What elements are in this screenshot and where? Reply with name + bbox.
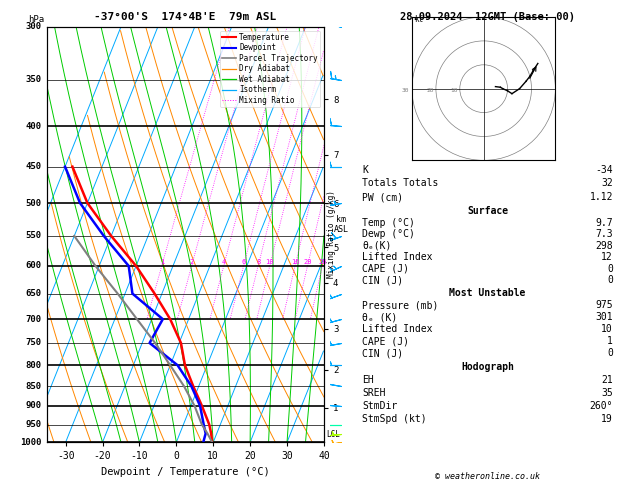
Text: 6: 6 [242,260,246,265]
Text: Pressure (mb): Pressure (mb) [362,300,438,310]
Text: StmDir: StmDir [362,401,397,411]
Text: CIN (J): CIN (J) [362,275,403,285]
Text: θₑ(K): θₑ(K) [362,241,391,251]
Text: LCL: LCL [326,430,340,439]
Text: 1000: 1000 [20,438,42,447]
Text: 950: 950 [26,420,42,429]
Text: 8: 8 [256,260,260,265]
X-axis label: Dewpoint / Temperature (°C): Dewpoint / Temperature (°C) [101,467,270,477]
Text: Lifted Index: Lifted Index [362,324,432,334]
Text: K: K [362,165,368,174]
Text: 0: 0 [607,348,613,358]
Text: 2: 2 [189,260,194,265]
Text: Totals Totals: Totals Totals [362,178,438,189]
Text: 26: 26 [318,260,326,265]
Text: 7.3: 7.3 [596,229,613,239]
Text: kt: kt [415,15,424,24]
Text: CAPE (J): CAPE (J) [362,263,409,274]
Text: 260°: 260° [589,401,613,411]
Legend: Temperature, Dewpoint, Parcel Trajectory, Dry Adiabat, Wet Adiabat, Isotherm, Mi: Temperature, Dewpoint, Parcel Trajectory… [220,31,320,107]
Text: Surface: Surface [467,206,508,216]
Text: 32: 32 [601,178,613,189]
Text: 550: 550 [26,231,42,241]
Text: 750: 750 [26,338,42,347]
Text: hPa: hPa [28,15,44,24]
Text: CIN (J): CIN (J) [362,348,403,358]
Text: 35: 35 [601,388,613,398]
Text: 20: 20 [426,88,433,93]
Text: Dewp (°C): Dewp (°C) [362,229,415,239]
Text: 700: 700 [26,314,42,324]
Text: 9.7: 9.7 [596,218,613,228]
Text: -37°00'S  174°4B'E  79m ASL: -37°00'S 174°4B'E 79m ASL [94,12,277,22]
Text: 0: 0 [607,263,613,274]
Text: 298: 298 [596,241,613,251]
Text: 19: 19 [601,414,613,424]
Text: 16: 16 [291,260,299,265]
Text: 650: 650 [26,289,42,298]
Y-axis label: km
ASL: km ASL [333,215,348,235]
Text: © weatheronline.co.uk: © weatheronline.co.uk [435,472,540,481]
Text: -34: -34 [596,165,613,174]
Text: 10: 10 [601,324,613,334]
Text: CAPE (J): CAPE (J) [362,336,409,346]
Text: 350: 350 [26,75,42,85]
Text: 301: 301 [596,312,613,322]
Text: 400: 400 [26,122,42,131]
Text: 10: 10 [450,88,457,93]
Text: 900: 900 [26,401,42,410]
Text: 800: 800 [26,361,42,370]
Text: Lifted Index: Lifted Index [362,252,432,262]
Text: 600: 600 [26,261,42,270]
Text: PW (cm): PW (cm) [362,192,403,202]
Text: StmSpd (kt): StmSpd (kt) [362,414,426,424]
Text: 28.09.2024  12GMT (Base: 00): 28.09.2024 12GMT (Base: 00) [400,12,575,22]
Text: 21: 21 [601,375,613,385]
Text: 850: 850 [26,382,42,391]
Text: 1: 1 [160,260,164,265]
Text: 1.12: 1.12 [589,192,613,202]
Text: 0: 0 [607,275,613,285]
Text: 30: 30 [402,88,409,93]
Text: 450: 450 [26,162,42,171]
Text: 10: 10 [265,260,274,265]
Text: θₑ (K): θₑ (K) [362,312,397,322]
Text: 20: 20 [303,260,312,265]
Text: Most Unstable: Most Unstable [449,288,526,298]
Text: 500: 500 [26,199,42,208]
Text: Hodograph: Hodograph [461,362,514,372]
Text: 975: 975 [596,300,613,310]
Text: 12: 12 [601,252,613,262]
Text: Mixing Ratio (g/kg): Mixing Ratio (g/kg) [327,191,337,278]
Text: 1: 1 [607,336,613,346]
Text: Temp (°C): Temp (°C) [362,218,415,228]
Text: EH: EH [362,375,374,385]
Text: 300: 300 [26,22,42,31]
Text: SREH: SREH [362,388,386,398]
Text: 4: 4 [221,260,226,265]
